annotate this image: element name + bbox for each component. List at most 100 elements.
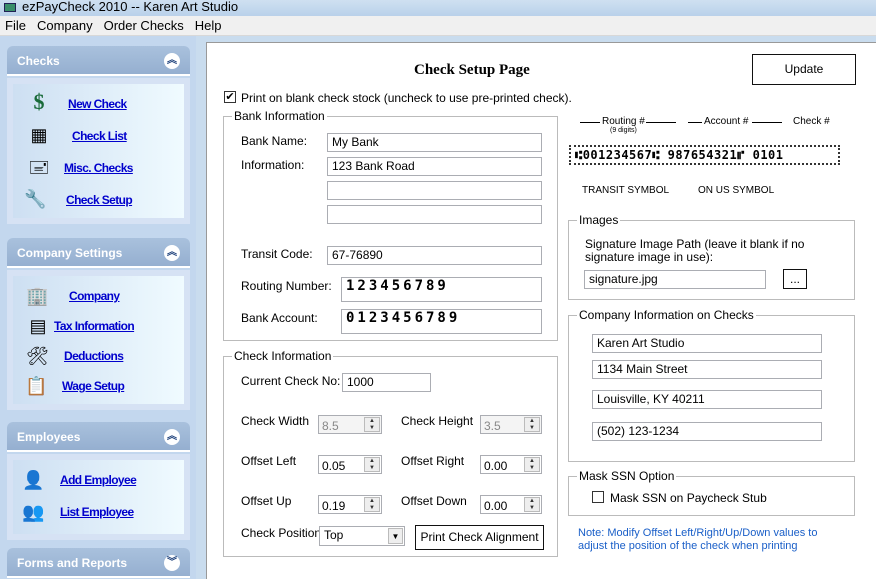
menu-help[interactable]: Help	[194, 18, 222, 33]
checks-title: Checks	[17, 54, 60, 68]
expand-icon[interactable]: ︾	[164, 555, 180, 571]
information-line-2[interactable]	[327, 181, 542, 200]
routing-number-label: Routing Number:	[241, 279, 332, 293]
signature-path-input[interactable]: signature.jpg	[584, 270, 766, 289]
window-title: ezPayCheck 2010 -- Karen Art Studio	[22, 0, 239, 14]
mask-ssn-group: Mask SSN Option	[568, 469, 855, 516]
offset-left-stepper[interactable]: 0.05 ▲ ▼	[318, 455, 382, 474]
check-height-label: Check Height	[401, 414, 474, 428]
browse-button[interactable]: ...	[783, 269, 807, 289]
information-line-1[interactable]: 123 Bank Road	[327, 157, 542, 176]
micr-diagram: Routing # (9 digits) Account # Check # ⑆…	[568, 113, 842, 201]
menu-bar: File Company Order Checks Help	[0, 16, 876, 36]
mask-ssn-checkbox[interactable]	[592, 491, 604, 503]
offset-right-label: Offset Right	[401, 454, 465, 468]
wrench-icon: 🔧	[24, 189, 47, 209]
company-settings-header[interactable]: Company Settings ︽	[7, 238, 190, 268]
offset-down-stepper[interactable]: 0.00 ▲ ▼	[480, 495, 542, 514]
dropdown-arrow-icon[interactable]: ▼	[388, 528, 403, 544]
sidebar-item-misc-checks[interactable]: Misc. Checks	[64, 161, 133, 175]
tools-icon: 🛠	[26, 346, 49, 366]
title-bar: ezPayCheck 2010 -- Karen Art Studio	[0, 0, 876, 16]
check-information-legend: Check Information	[232, 349, 334, 363]
collapse-icon[interactable]: ︽	[164, 245, 180, 261]
menu-order-checks[interactable]: Order Checks	[103, 18, 184, 33]
company-info-group: Company Information on Checks	[568, 308, 855, 462]
forms-reports-title: Forms and Reports	[17, 556, 128, 570]
check-information-group: Check Information	[223, 349, 558, 557]
sidebar-item-new-check[interactable]: New Check	[68, 97, 127, 111]
blank-stock-label: Print on blank check stock (uncheck to u…	[241, 91, 572, 105]
digits-caption: (9 digits)	[610, 127, 637, 134]
mask-ssn-label: Mask SSN on Paycheck Stub	[610, 491, 767, 505]
dollar-icon: $	[33, 89, 45, 114]
page-title: Check Setup Page	[414, 62, 530, 78]
forms-reports-header[interactable]: Forms and Reports ︾	[7, 548, 190, 578]
misc-checks-icon: 🖃	[28, 157, 50, 177]
sidebar-item-check-setup[interactable]: Check Setup	[66, 193, 133, 207]
mask-ssn-legend: Mask SSN Option	[577, 469, 677, 483]
print-check-alignment-button[interactable]: Print Check Alignment	[415, 525, 544, 550]
collapse-icon[interactable]: ︽	[164, 429, 180, 445]
clipboard-icon: 📋	[25, 376, 48, 396]
check-height-stepper: 3.5 ▲ ▼	[480, 415, 542, 434]
app-icon	[4, 3, 16, 12]
current-check-no-label: Current Check No:	[241, 374, 341, 388]
sidebar: Checks ︽ $ New Check ▦ Check List 🖃 Misc.…	[0, 36, 196, 579]
bank-information-group: Bank Information	[223, 109, 558, 341]
blank-stock-checkbox[interactable]: ✔	[224, 91, 236, 103]
add-employee-icon: 👤	[22, 470, 45, 490]
building-icon: 🏢	[26, 286, 49, 306]
check-width-label: Check Width	[241, 414, 310, 428]
offset-right-stepper[interactable]: 0.00 ▲ ▼	[480, 455, 542, 474]
company-phone-input[interactable]: (502) 123-1234	[592, 422, 822, 441]
transit-symbol-caption: TRANSIT SYMBOL	[582, 185, 670, 196]
checkno-caption: Check #	[793, 116, 830, 127]
employees-header[interactable]: Employees ︽	[7, 422, 190, 452]
current-check-no-input[interactable]: 1000	[342, 373, 431, 392]
routing-caption: Routing #	[602, 116, 645, 127]
information-label: Information:	[241, 158, 305, 172]
bank-account-input[interactable]: 0123456789	[341, 309, 542, 334]
check-setup-panel: Check Setup Page Update ✔ Print on blank…	[206, 42, 876, 579]
sidebar-item-list-employee[interactable]: List Employee	[60, 505, 134, 519]
company-city-input[interactable]: Louisville, KY 40211	[592, 390, 822, 409]
sidebar-item-tax-information[interactable]: Tax Information	[54, 319, 135, 333]
company-address-input[interactable]: 1134 Main Street	[592, 360, 822, 379]
sidebar-item-check-list[interactable]: Check List	[72, 129, 127, 143]
micr-line: ⑆001234567⑆ 987654321⑈ 0101	[569, 145, 840, 165]
menu-file[interactable]: File	[5, 18, 26, 33]
check-position-label: Check Position	[241, 526, 322, 540]
bank-account-label: Bank Account:	[241, 311, 318, 325]
offset-up-stepper[interactable]: 0.19 ▲ ▼	[318, 495, 382, 514]
images-legend: Images	[577, 213, 621, 227]
offset-down-label: Offset Down	[401, 494, 467, 508]
check-position-select[interactable]: Top ▼	[319, 526, 405, 546]
transit-code-input[interactable]: 67-76890	[327, 246, 542, 265]
update-button[interactable]: Update	[752, 54, 856, 85]
menu-company[interactable]: Company	[36, 18, 93, 33]
sidebar-item-deductions[interactable]: Deductions	[64, 349, 124, 363]
information-line-3[interactable]	[327, 205, 542, 224]
employees-title: Employees	[17, 430, 81, 444]
sidebar-item-wage-setup[interactable]: Wage Setup	[62, 379, 125, 393]
bank-name-input[interactable]: My Bank	[327, 133, 542, 152]
company-info-legend: Company Information on Checks	[577, 308, 756, 322]
offset-up-label: Offset Up	[241, 494, 292, 508]
images-group: Images	[568, 213, 855, 300]
company-settings-title: Company Settings	[17, 246, 123, 260]
offset-left-label: Offset Left	[241, 454, 297, 468]
signature-path-label: Signature Image Path (leave it blank if …	[585, 237, 805, 264]
collapse-icon[interactable]: ︽	[164, 53, 180, 69]
checks-header[interactable]: Checks ︽	[7, 46, 190, 76]
list-icon: ▦	[30, 125, 48, 145]
on-us-symbol-caption: ON US SYMBOL	[698, 185, 775, 196]
sidebar-item-company[interactable]: Company	[69, 289, 120, 303]
company-name-input[interactable]: Karen Art Studio	[592, 334, 822, 353]
sidebar-item-add-employee[interactable]: Add Employee	[60, 473, 137, 487]
account-caption: Account #	[704, 116, 749, 127]
transit-code-label: Transit Code:	[241, 247, 313, 261]
routing-number-input[interactable]: 123456789	[341, 277, 542, 302]
bank-information-legend: Bank Information	[232, 109, 327, 123]
check-width-stepper: 8.5 ▲ ▼	[318, 415, 382, 434]
